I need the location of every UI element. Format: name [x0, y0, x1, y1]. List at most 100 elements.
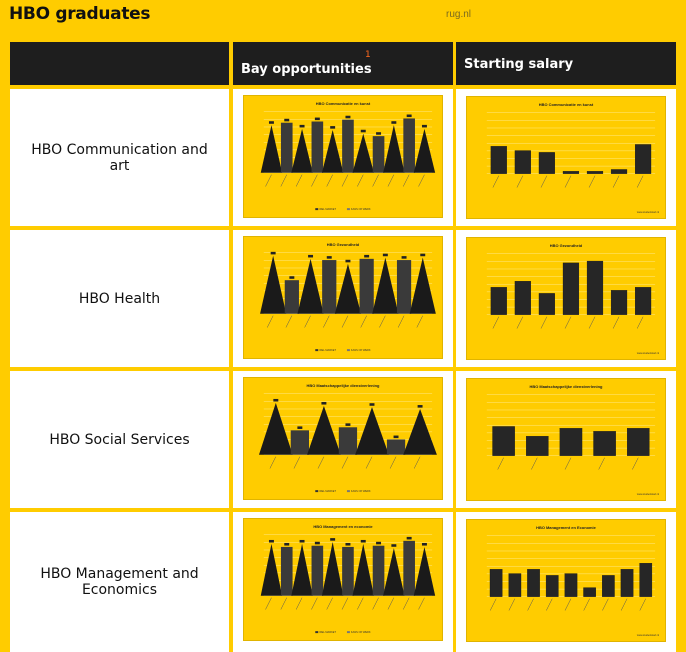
header-starting-salary: Starting salary [456, 42, 676, 85]
opp-bar [372, 545, 385, 596]
opp-value-label [326, 256, 332, 259]
opp-value-label [314, 117, 320, 121]
chart-svg: HBO Maatschappelijke dienstverlening www.… [486, 384, 660, 496]
salary-bar [562, 171, 580, 174]
salary-bar [620, 569, 634, 597]
chart-svg: HBO Communicatie en kunst www.studentstar… [486, 102, 659, 214]
x-tick-label [387, 597, 395, 610]
chart-svg: HBO Communicatie en kunst WEL MARKET KANS … [260, 101, 436, 211]
chart-title: HBO Maatschappelijke dienstverlening [307, 383, 380, 388]
x-tick-label [311, 597, 318, 610]
x-tick-label [397, 315, 405, 328]
opp-peak [291, 128, 313, 173]
x-tick-label [323, 315, 330, 328]
opp-peak [413, 546, 436, 596]
salary-bar [508, 573, 522, 597]
x-tick-label [341, 315, 349, 328]
salary-bar [490, 287, 507, 315]
chart-sal-social-services[interactable]: HBO Maatschappelijke dienstverlening www.… [466, 378, 666, 501]
x-tick-label [269, 456, 277, 469]
opp-peak [334, 263, 362, 314]
opp-value-label [360, 539, 366, 543]
x-tick-label [639, 598, 646, 611]
x-tick-label [280, 174, 287, 187]
opp-value-label [345, 259, 351, 263]
opp-value-label [406, 536, 412, 540]
legend-swatch [315, 208, 319, 211]
opp-bar [311, 121, 324, 173]
chart-opp-health[interactable]: HBO Gezondheid WEL MARKET KANS OP WERK [243, 236, 443, 359]
x-tick-label [341, 456, 349, 469]
x-tick-label [583, 598, 590, 611]
x-tick-label [295, 174, 303, 187]
x-tick-label [372, 597, 379, 610]
opp-peak [258, 402, 293, 455]
legend-swatch [315, 631, 319, 634]
chart-source-note: www.studentstart.nl [637, 492, 660, 496]
legend-b: KANS OP WERK [351, 630, 371, 634]
x-tick-label [389, 456, 397, 469]
opp-value-label [420, 253, 426, 257]
opp-value-label [393, 435, 399, 439]
opp-value-label [364, 254, 370, 258]
chart-sal-communication[interactable]: HBO Communicatie en kunst www.studentstar… [466, 96, 666, 219]
opp-bar [342, 546, 354, 596]
x-tick-label [265, 597, 272, 610]
cell-opp-communication: HBO Communicatie en kunst WEL MARKET KANS … [233, 89, 453, 226]
salary-bar [514, 150, 531, 174]
chart-title: HBO Gezondheid [550, 243, 583, 248]
row-label-management: HBO Management and Economics [10, 512, 229, 652]
opp-value-label [421, 124, 427, 128]
x-tick-label [588, 175, 596, 188]
salary-bar [586, 260, 604, 315]
salary-bar [489, 569, 503, 597]
chart-opp-management[interactable]: HBO Management en economie WEL MARKET KANS… [243, 518, 443, 641]
cell-opp-health: HBO Gezondheid WEL MARKET KANS OP WERK [233, 230, 453, 367]
x-tick-label [311, 174, 318, 187]
x-tick-label [360, 315, 367, 328]
chart-sal-management[interactable]: HBO Management en Economie www.studentsta… [466, 519, 666, 642]
comparison-table: Bay opportunities 1 Starting salary HBO … [10, 42, 676, 652]
x-tick-label [564, 175, 572, 188]
opp-bar [359, 258, 374, 314]
opp-value-label [299, 539, 305, 543]
x-tick-label [492, 316, 500, 329]
opp-value-label [330, 538, 336, 541]
opp-value-label [284, 543, 290, 546]
chart-opp-social-services[interactable]: HBO Maatschappelijke dienstverlening WEL … [243, 377, 443, 500]
legend-a: WEL MARKET [319, 207, 336, 211]
x-tick-label [379, 315, 386, 328]
chart-source-note: www.studentstart.nl [637, 351, 660, 355]
x-tick-label [508, 598, 516, 611]
opp-peak [352, 543, 374, 596]
salary-bar [602, 575, 615, 597]
header-bay-opportunities: Bay opportunities 1 [233, 42, 453, 85]
x-tick-label [293, 456, 301, 469]
legend-b: KANS OP WERK [351, 207, 371, 211]
legend-swatch [346, 349, 350, 352]
opp-bar [290, 430, 310, 455]
salary-bar [564, 573, 578, 597]
opp-value-label [345, 543, 351, 546]
opp-value-label [321, 402, 327, 405]
x-tick-label [564, 457, 572, 470]
x-tick-label [280, 597, 287, 610]
opp-value-label [270, 251, 276, 255]
opp-peak [260, 255, 287, 314]
salary-bar [527, 569, 540, 597]
salary-bar [583, 587, 596, 597]
opp-value-label [299, 124, 305, 128]
chart-svg: HBO Gezondheid WEL MARKET KANS OP WERK [260, 242, 436, 352]
opp-value-label [308, 254, 314, 258]
opp-value-label [376, 132, 382, 135]
opp-peak [372, 257, 399, 314]
chart-title: HBO Communicatie en kunst [316, 101, 371, 106]
opp-bar [403, 118, 415, 173]
header-starting-salary-label: Starting salary [464, 57, 574, 72]
x-tick-label [402, 174, 410, 187]
footnote-marker[interactable]: 1 [365, 50, 371, 60]
chart-opp-communication[interactable]: HBO Communicatie en kunst WEL MARKET KANS … [243, 95, 443, 218]
chart-sal-health[interactable]: HBO Gezondheid www.studentstart.nl [466, 237, 666, 360]
salary-bar [559, 428, 583, 456]
opp-value-label [382, 253, 388, 257]
